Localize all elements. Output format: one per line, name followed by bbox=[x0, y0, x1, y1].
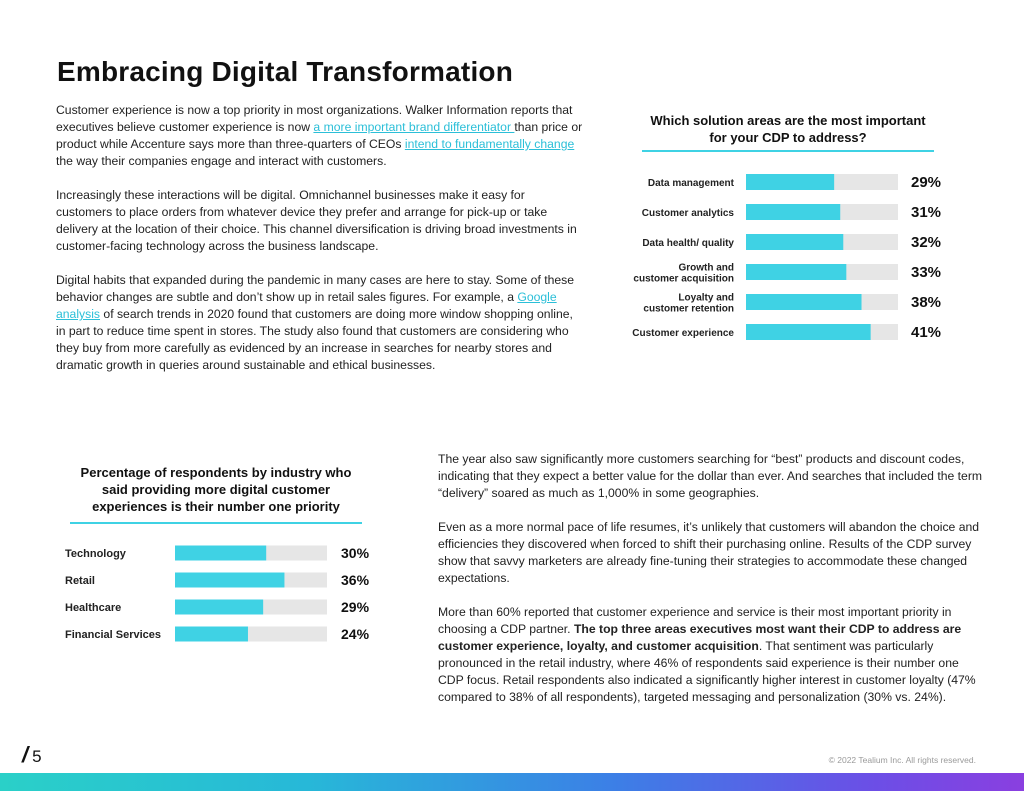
copyright: © 2022 Tealium Inc. All rights reserved. bbox=[828, 755, 976, 765]
slash-mark: / bbox=[22, 742, 29, 767]
bar-loyalty-and-customer-retention bbox=[746, 294, 862, 310]
category-label: Healthcare bbox=[65, 602, 121, 614]
intro-text: Customer experience is now a top priorit… bbox=[56, 102, 584, 391]
value-label: 30% bbox=[341, 545, 370, 561]
right-column-text: The year also saw significantly more cus… bbox=[438, 451, 984, 723]
value-label: 38% bbox=[911, 294, 941, 311]
bar-financial-services bbox=[175, 626, 248, 642]
category-label: Data health/ quality bbox=[642, 238, 734, 249]
text: the way their companies engage and inter… bbox=[56, 154, 387, 168]
bar-data-health-quality bbox=[746, 234, 844, 250]
category-label: Loyalty and bbox=[678, 293, 734, 304]
text: of search trends in 2020 found that cust… bbox=[56, 307, 573, 372]
category-label: customer acquisition bbox=[633, 274, 734, 285]
page-title: Embracing Digital Transformation bbox=[57, 56, 514, 87]
highlight-text: The top three areas executives most want… bbox=[438, 622, 962, 653]
intro-paragraph-1: Customer experience is now a top priorit… bbox=[56, 102, 584, 170]
category-label: customer retention bbox=[643, 304, 734, 315]
bar-customer-analytics bbox=[746, 204, 841, 220]
text: Customer experience is now a top priorit… bbox=[56, 103, 573, 134]
value-label: 36% bbox=[341, 572, 370, 588]
category-label: Customer experience bbox=[632, 328, 734, 339]
bar-growth-and-customer-acquisition bbox=[746, 264, 847, 280]
value-label: 29% bbox=[911, 174, 941, 191]
intro-paragraph-3: Digital habits that expanded during the … bbox=[56, 272, 584, 374]
right-paragraph-3: More than 60% reported that customer exp… bbox=[438, 604, 984, 706]
category-label: Growth and bbox=[678, 263, 734, 274]
bar-healthcare bbox=[175, 599, 264, 615]
bar-technology bbox=[175, 545, 267, 561]
category-label: Retail bbox=[65, 575, 95, 587]
right-paragraph-1: The year also saw significantly more cus… bbox=[438, 452, 983, 500]
solution-areas-chart-title: Which solution areas are the most import… bbox=[650, 113, 926, 145]
bar-retail bbox=[175, 572, 285, 588]
bar-data-management bbox=[746, 174, 835, 190]
category-label: Data management bbox=[648, 178, 735, 189]
category-label: Customer analytics bbox=[642, 208, 735, 219]
solution-areas-chart: Data management 29% Customer analytics 31% D… bbox=[632, 174, 941, 341]
right-paragraph-2: Even as a more normal pace of life resum… bbox=[438, 520, 980, 585]
value-label: 32% bbox=[911, 234, 941, 251]
intro-paragraph-2: Increasingly these interactions will be … bbox=[56, 188, 577, 253]
category-label: Financial Services bbox=[65, 629, 161, 641]
page-number-value: 5 bbox=[32, 747, 42, 766]
solution-areas-chart-rule bbox=[642, 150, 934, 152]
text: Digital habits that expanded during the … bbox=[56, 273, 575, 304]
value-label: 29% bbox=[341, 599, 370, 615]
footer-gradient-bar bbox=[0, 773, 1024, 791]
bar-customer-experience bbox=[746, 324, 871, 340]
google-analysis-link[interactable]: Google analysis bbox=[56, 290, 557, 321]
value-label: 33% bbox=[911, 264, 941, 281]
category-label: Technology bbox=[65, 548, 127, 560]
text: than price or product while Accenture sa… bbox=[56, 120, 583, 151]
fundamentally-change-link[interactable]: intend to fundamentally change bbox=[404, 137, 575, 151]
text: . That sentiment was particularly pronou… bbox=[438, 639, 976, 704]
industry-chart: Technology 30% Retail 36% Healthcare 29% Finan… bbox=[65, 545, 370, 642]
value-label: 31% bbox=[911, 204, 941, 221]
industry-chart-title: Percentage of respondents by industry wh… bbox=[80, 465, 352, 514]
text: More than 60% reported that customer exp… bbox=[438, 605, 952, 636]
brand-differentiator-link[interactable]: a more important brand differentiator bbox=[313, 120, 515, 134]
page-number: /5 bbox=[22, 742, 42, 768]
value-label: 24% bbox=[341, 626, 370, 642]
industry-chart-rule bbox=[70, 522, 362, 524]
value-label: 41% bbox=[911, 324, 941, 341]
